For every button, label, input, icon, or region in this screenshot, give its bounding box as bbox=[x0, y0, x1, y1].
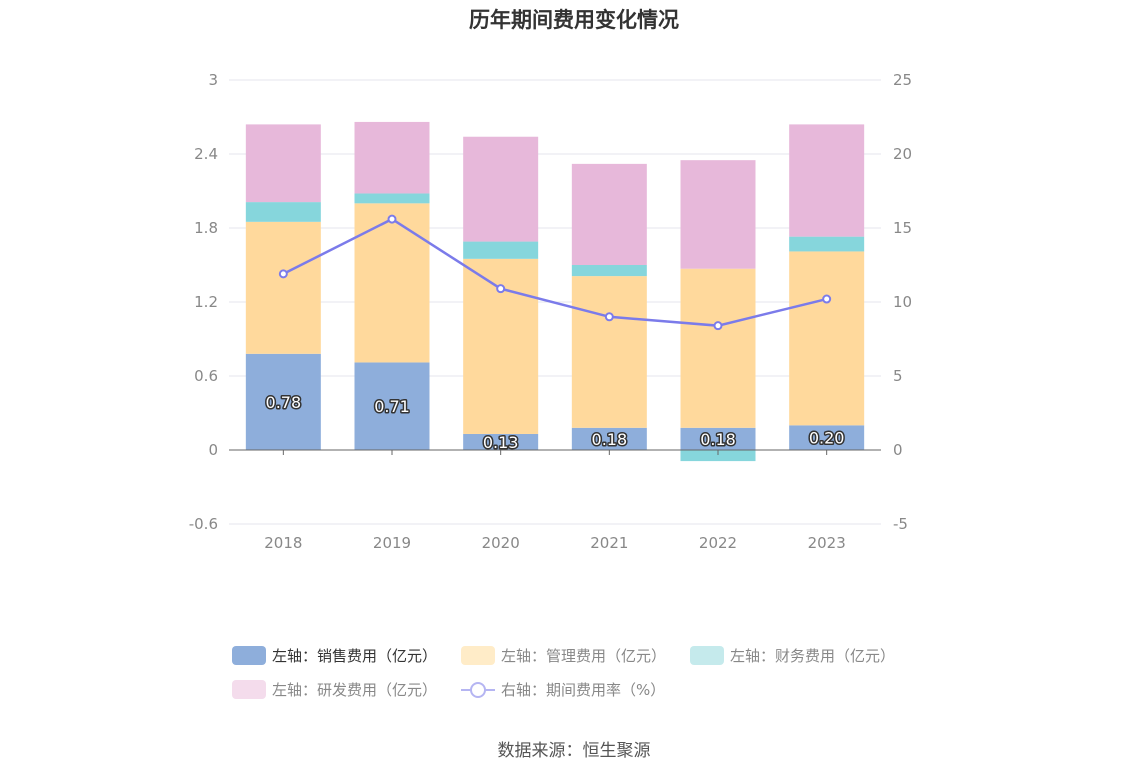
x-tick-label: 2022 bbox=[699, 534, 737, 552]
legend-swatch-finance bbox=[690, 645, 725, 665]
data-label-sales: 0.78 bbox=[266, 393, 302, 412]
left-tick-label: 1.2 bbox=[194, 293, 218, 311]
data-label-sales: 0.18 bbox=[700, 430, 736, 449]
bar-rd-2021[interactable] bbox=[571, 163, 647, 265]
bar-finance-2023[interactable] bbox=[789, 236, 865, 252]
bar-finance-2022[interactable] bbox=[680, 450, 756, 462]
bar-rd-2023[interactable] bbox=[789, 124, 865, 237]
legend-label-sales: 左轴：销售费用（亿元） bbox=[272, 646, 438, 665]
x-tick-label: 2020 bbox=[482, 534, 520, 552]
legend-item-finance[interactable]: 左轴：财务费用（亿元） bbox=[690, 645, 895, 666]
legend-label-admin: 左轴：管理费用（亿元） bbox=[501, 646, 667, 665]
rate-point-2023[interactable] bbox=[822, 294, 832, 304]
data-label-sales: 0.71 bbox=[374, 397, 410, 416]
legend-label-rd: 左轴：研发费用（亿元） bbox=[272, 680, 438, 699]
bar-rd-2018[interactable] bbox=[245, 124, 321, 203]
left-tick-label: 2.4 bbox=[194, 145, 218, 163]
bar-rd-2020[interactable] bbox=[463, 136, 539, 242]
legend-swatch-admin bbox=[461, 645, 496, 665]
bar-sales-2018[interactable] bbox=[245, 353, 321, 450]
bar-admin-2018[interactable] bbox=[245, 221, 321, 354]
left-tick-label: 0 bbox=[208, 441, 218, 459]
bar-finance-2020[interactable] bbox=[463, 241, 539, 259]
bar-finance-2021[interactable] bbox=[571, 265, 647, 277]
right-tick-label: 5 bbox=[893, 367, 903, 385]
x-tick-label: 2018 bbox=[264, 534, 302, 552]
x-tick-label: 2019 bbox=[373, 534, 411, 552]
left-tick-label: -0.6 bbox=[189, 515, 218, 533]
legend-swatch-rd bbox=[232, 679, 266, 699]
bar-admin-2021[interactable] bbox=[571, 276, 647, 428]
rate-point-2020[interactable] bbox=[496, 284, 506, 294]
right-tick-label: 10 bbox=[893, 293, 912, 311]
bar-admin-2019[interactable] bbox=[354, 203, 430, 363]
right-tick-label: -5 bbox=[893, 515, 908, 533]
left-tick-label: 1.8 bbox=[194, 219, 218, 237]
right-tick-label: 0 bbox=[893, 441, 903, 459]
data-source: 数据来源：恒生聚源 bbox=[497, 741, 651, 761]
chart-plot: 3 2.4 1.8 1.2 0.6 0 -0.6 25 20 15 10 5 0 -5 2018 0.78 20… bbox=[189, 71, 912, 552]
bar-sales-2019[interactable] bbox=[354, 362, 430, 450]
bar-sales-2020[interactable] bbox=[463, 433, 539, 450]
bar-admin-2023[interactable] bbox=[789, 251, 865, 426]
right-tick-label: 20 bbox=[893, 145, 912, 163]
rate-point-2018[interactable] bbox=[278, 269, 288, 279]
bar-sales-2022[interactable] bbox=[680, 427, 756, 450]
legend-label-finance: 左轴：财务费用（亿元） bbox=[730, 646, 896, 665]
rate-line bbox=[282, 217, 827, 327]
bar-finance-2018[interactable] bbox=[245, 202, 321, 222]
chart-legend: 左轴：销售费用（亿元） 左轴：管理费用（亿元） 左轴：财务费用（亿元） 左轴：研… bbox=[232, 638, 932, 706]
legend-item-rate[interactable]: 右轴：期间费用率（%） bbox=[461, 679, 665, 700]
legend-item-rd[interactable]: 左轴：研发费用（亿元） bbox=[232, 679, 437, 700]
rate-point-2022[interactable] bbox=[713, 321, 723, 331]
x-tick-label: 2023 bbox=[808, 534, 846, 552]
bar-sales-2021[interactable] bbox=[571, 427, 647, 450]
chart-title: 历年期间费用变化情况 bbox=[469, 8, 679, 32]
legend-label-rate: 右轴：期间费用率（%） bbox=[501, 680, 666, 699]
legend-item-admin[interactable]: 左轴：管理费用（亿元） bbox=[461, 645, 666, 666]
bar-sales-2023[interactable] bbox=[789, 425, 865, 450]
data-label-sales: 0.18 bbox=[592, 430, 628, 449]
right-tick-label: 15 bbox=[893, 219, 912, 237]
bar-finance-2019[interactable] bbox=[354, 193, 430, 204]
left-tick-label: 0.6 bbox=[194, 367, 218, 385]
bar-rd-2019[interactable] bbox=[354, 121, 430, 194]
data-label-sales: 0.20 bbox=[809, 429, 845, 448]
left-tick-label: 3 bbox=[208, 71, 218, 89]
rate-point-2021[interactable] bbox=[604, 312, 614, 322]
legend-swatch-rate bbox=[461, 680, 496, 699]
data-label-sales: 0.13 bbox=[483, 433, 519, 452]
x-tick-label: 2021 bbox=[590, 534, 628, 552]
rate-point-2019[interactable] bbox=[387, 214, 397, 224]
right-tick-label: 25 bbox=[893, 71, 912, 89]
bar-admin-2022[interactable] bbox=[680, 268, 756, 428]
legend-item-sales[interactable]: 左轴：销售费用（亿元） bbox=[232, 645, 437, 666]
bar-rd-2022[interactable] bbox=[680, 160, 756, 269]
legend-swatch-sales bbox=[232, 645, 266, 665]
